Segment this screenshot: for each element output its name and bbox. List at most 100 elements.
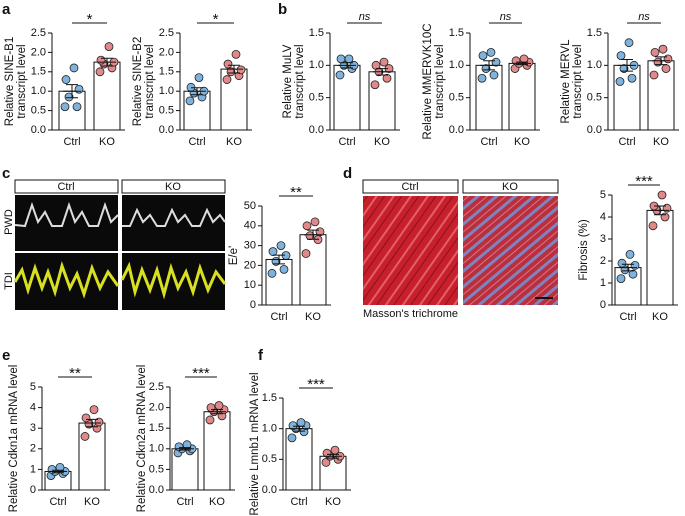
data-point	[336, 54, 346, 64]
y-tick-label: 1.5	[587, 27, 602, 39]
x-tick-label: KO	[653, 136, 669, 148]
y-tick-label: 10	[244, 279, 256, 291]
data-point	[478, 51, 488, 61]
y-tick-label: 0	[250, 299, 256, 311]
y-tick-label: 1.0	[149, 443, 164, 455]
data-point	[231, 49, 241, 59]
y-tick-label: 1.0	[309, 59, 324, 71]
data-point	[214, 401, 224, 410]
column-label: Ctrl	[57, 181, 74, 193]
data-point	[660, 212, 670, 222]
y-tick-label: 0.0	[31, 124, 46, 136]
data-point	[322, 448, 332, 458]
x-tick-label: KO	[305, 311, 321, 323]
column-label: Ctrl	[401, 181, 418, 193]
error-bar	[373, 68, 391, 76]
data-point	[616, 51, 626, 61]
data-point	[94, 417, 104, 427]
data-point	[617, 258, 627, 268]
y-tick-label: 2.5	[159, 27, 174, 39]
data-point	[624, 38, 634, 48]
data-point	[663, 54, 673, 64]
data-point	[477, 73, 487, 83]
data-point	[382, 73, 392, 83]
y-tick-label: 0.0	[149, 484, 164, 496]
column-header	[121, 179, 226, 194]
data-point	[481, 64, 491, 73]
error-bar	[652, 56, 670, 66]
y-tick-label: 0.0	[587, 124, 602, 136]
data-point	[74, 84, 84, 94]
data-point	[658, 44, 668, 54]
data-point	[81, 413, 91, 423]
y-tick-label: 1.0	[449, 59, 464, 71]
error-bar	[338, 62, 356, 69]
data-point	[301, 249, 311, 258]
data-point	[69, 63, 79, 73]
data-point	[61, 75, 71, 84]
significance-label: ***	[192, 365, 210, 382]
bar	[613, 64, 641, 131]
data-point	[344, 54, 354, 64]
data-point	[104, 42, 114, 51]
significance-label: ns	[638, 11, 650, 23]
x-tick-label: KO	[84, 496, 100, 508]
error-bar	[619, 263, 637, 272]
data-point	[519, 54, 529, 64]
doppler-wave	[122, 207, 226, 227]
y-tick-label: 4	[600, 211, 606, 223]
data-point	[302, 221, 312, 231]
data-point	[60, 102, 70, 112]
y-tick-label: 1.5	[159, 66, 174, 78]
data-point	[72, 102, 82, 112]
error-bar	[208, 409, 226, 415]
significance-label: ns	[359, 11, 371, 23]
y-axis-label: Relative Cdkn2a mRNA level	[136, 365, 148, 513]
data-point	[296, 418, 306, 427]
y-tick-label: 1.5	[262, 392, 277, 404]
x-tick-label: Ctrl	[480, 136, 497, 148]
panel-letter: e	[2, 347, 10, 364]
y-axis-label: Relative MMERVK10C	[422, 23, 434, 139]
tdi-wave	[120, 261, 227, 300]
y-tick-label: 1.0	[262, 423, 277, 435]
error-bar	[225, 64, 243, 74]
data-point	[491, 57, 501, 67]
column-header	[462, 179, 559, 194]
x-tick-label: KO	[652, 311, 668, 323]
data-point	[650, 48, 660, 57]
y-tick-label: 1	[30, 463, 36, 475]
y-tick-label: 1	[600, 277, 606, 289]
data-point	[223, 59, 233, 69]
data-point	[379, 57, 389, 67]
data-point	[64, 92, 74, 102]
error-bar	[176, 447, 194, 451]
data-point	[619, 64, 629, 73]
data-point	[628, 269, 638, 279]
error-bar	[480, 60, 498, 71]
y-tick-label: 0.5	[149, 463, 164, 475]
doppler-image	[122, 195, 225, 251]
y-tick-label: 0	[30, 484, 36, 496]
tdi-wave	[13, 261, 120, 299]
x-tick-label: Ctrl	[619, 311, 636, 323]
error-bar	[270, 254, 288, 265]
data-point	[630, 260, 640, 270]
y-tick-label: 0.0	[262, 484, 277, 496]
y-tick-label: 30	[244, 240, 256, 252]
y-tick-label: 40	[244, 220, 256, 232]
bar	[265, 258, 293, 306]
y-axis-label: transcript level	[16, 44, 28, 118]
x-tick-label: KO	[226, 136, 242, 148]
data-point	[616, 274, 626, 284]
y-tick-label: 1.5	[31, 66, 46, 78]
y-tick-label: 0.5	[449, 92, 464, 104]
histology-image	[463, 196, 558, 305]
column-label: KO	[502, 181, 518, 193]
data-point	[288, 421, 298, 431]
y-axis-label: transcript level	[144, 44, 156, 118]
data-point	[653, 57, 663, 67]
y-tick-label: 20	[244, 259, 256, 271]
error-bar	[304, 229, 322, 240]
data-point	[662, 203, 672, 213]
